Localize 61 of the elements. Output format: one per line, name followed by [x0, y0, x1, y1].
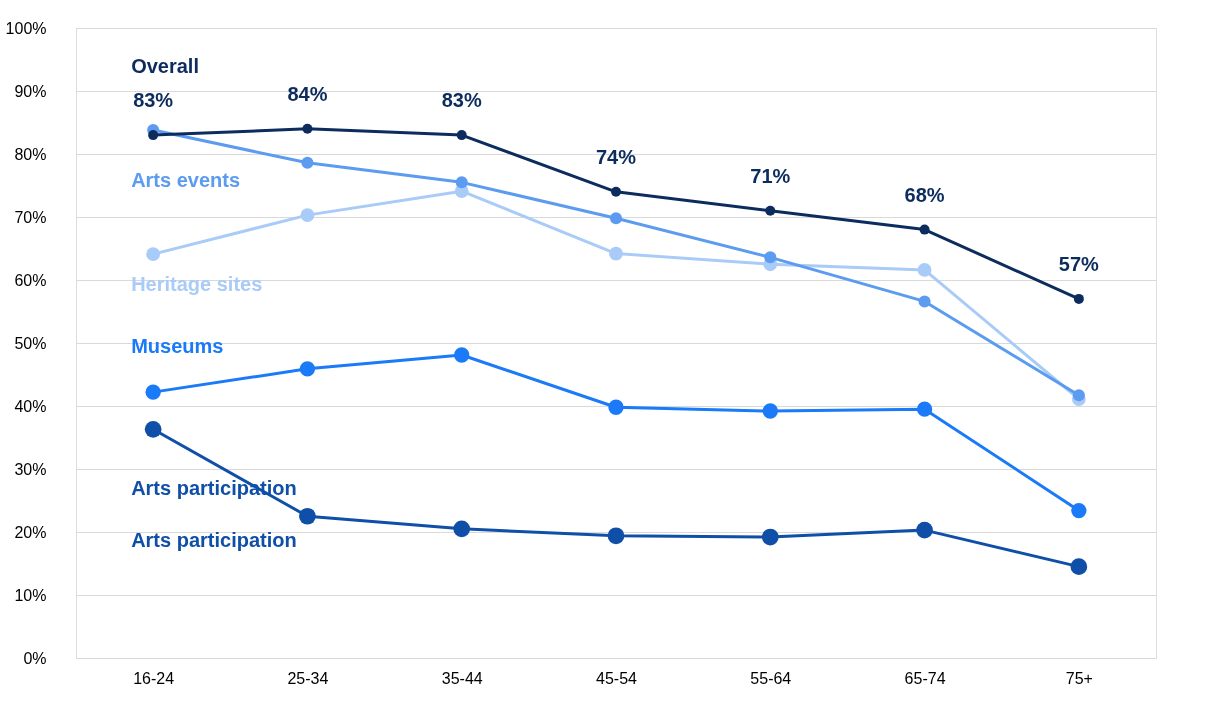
- x-tick-label: 75+: [1065, 669, 1093, 687]
- data-label: 84%: [287, 82, 328, 105]
- y-tick-label: 0%: [23, 649, 47, 667]
- point: [762, 403, 778, 419]
- series-label: Museums: [131, 335, 224, 358]
- point: [918, 295, 931, 308]
- point: [302, 123, 313, 134]
- y-tick-label: 50%: [14, 334, 47, 352]
- point: [761, 528, 779, 546]
- x-tick-label: 65-74: [904, 669, 946, 687]
- annotation: Arts participation: [131, 529, 297, 552]
- point: [916, 521, 933, 539]
- point: [1071, 502, 1087, 519]
- y-tick-label: 80%: [14, 145, 47, 163]
- point: [1073, 293, 1084, 304]
- series-label: Heritage sites: [131, 273, 263, 296]
- y-tick-label: 40%: [14, 397, 47, 415]
- x-tick-label: 35-44: [441, 669, 483, 687]
- data-label: 83%: [441, 89, 482, 112]
- data-label: 57%: [1058, 252, 1100, 275]
- y-tick-label: 70%: [14, 208, 47, 226]
- point: [299, 507, 316, 525]
- data-label: 71%: [750, 164, 791, 187]
- x-tick-label: 16-24: [133, 669, 175, 687]
- y-tick-label: 90%: [14, 82, 47, 100]
- data-label: 83%: [133, 89, 174, 112]
- point: [144, 420, 162, 438]
- point: [609, 212, 623, 225]
- point: [148, 130, 159, 141]
- point: [611, 186, 621, 197]
- series-label: Arts events: [131, 169, 241, 192]
- point: [300, 208, 315, 222]
- point: [453, 520, 471, 538]
- x-tick-label: 25-34: [287, 669, 329, 687]
- x-tick-label: 45-54: [596, 669, 638, 687]
- point: [145, 384, 161, 400]
- point: [454, 347, 470, 363]
- x-tick-label: 55-64: [750, 669, 792, 687]
- point: [1070, 558, 1088, 575]
- point: [1072, 389, 1085, 402]
- point: [916, 401, 933, 417]
- point: [917, 263, 932, 277]
- data-label: 68%: [904, 183, 945, 206]
- point: [299, 361, 316, 377]
- point: [607, 527, 625, 545]
- data-label: 74%: [595, 145, 637, 168]
- point: [765, 205, 776, 216]
- point: [609, 246, 623, 261]
- text: Overall: [131, 55, 199, 78]
- point: [456, 130, 467, 141]
- y-tick-label: 100%: [5, 19, 47, 37]
- y-tick-label: 60%: [14, 271, 47, 289]
- point: [301, 156, 314, 169]
- point: [455, 176, 468, 189]
- y-tick-label: 30%: [14, 460, 47, 478]
- point: [146, 247, 161, 262]
- point: [764, 251, 777, 264]
- point: [608, 399, 624, 415]
- y-tick-label: 20%: [14, 523, 47, 541]
- point: [919, 224, 930, 235]
- y-tick-label: 10%: [14, 586, 47, 604]
